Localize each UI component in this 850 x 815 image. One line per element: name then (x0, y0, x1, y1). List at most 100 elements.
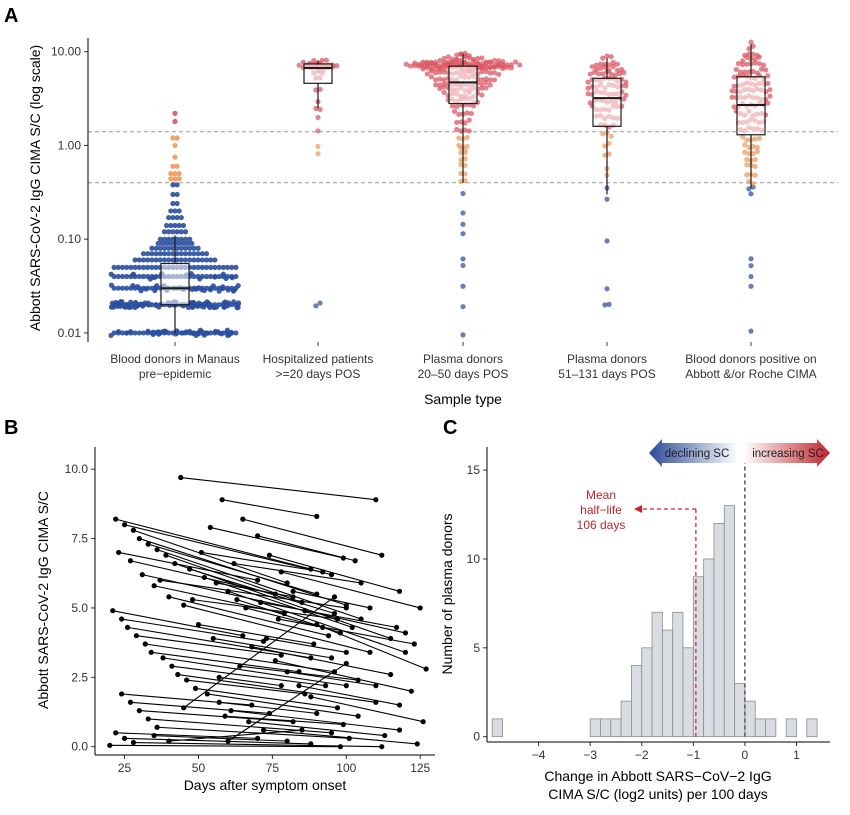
swarm-point (464, 134, 470, 141)
donor-line (148, 543, 317, 595)
swarm-point (195, 245, 201, 251)
swarm-point (585, 85, 591, 91)
swarm-point (199, 257, 205, 263)
swarm-point (149, 257, 155, 263)
histogram-bar (661, 629, 674, 738)
swarm-point (610, 59, 616, 66)
swarm-point (746, 186, 752, 192)
swarm-point (748, 263, 754, 269)
swarm-point (441, 77, 447, 83)
donor-line (151, 651, 300, 673)
swarm-point (731, 104, 737, 110)
swarm-point (602, 152, 608, 158)
swarm-point (224, 330, 230, 336)
donor-line (201, 551, 323, 573)
swarm-point (116, 300, 122, 306)
swarm-point (742, 69, 748, 75)
donor-line (180, 476, 376, 501)
swarm-point (765, 80, 771, 86)
donor-point (325, 633, 332, 639)
donor-line (248, 721, 385, 737)
donor-point (367, 605, 373, 611)
swarm-point (153, 302, 159, 308)
swarm-points (108, 39, 773, 339)
x-tick-label: 75 (266, 761, 280, 775)
donor-point (272, 658, 278, 664)
swarm-point (748, 283, 754, 289)
y-tick-label: 7.5 (71, 532, 88, 546)
swarm-point (187, 236, 193, 242)
histogram-bar (734, 682, 746, 738)
donor-point (299, 727, 305, 733)
swarm-point (161, 251, 168, 257)
swarm-point (602, 143, 608, 149)
donor-point (308, 694, 314, 700)
swarm-point (170, 200, 176, 207)
donor-point (337, 744, 343, 750)
swarm-point (224, 273, 231, 280)
swarm-point (111, 330, 117, 336)
swarm-point (201, 304, 207, 310)
swarm-point (166, 229, 172, 235)
donor-point (296, 683, 302, 689)
swarm-point (140, 264, 147, 270)
donor-line (157, 726, 350, 739)
swarm-point (208, 330, 214, 336)
donor-line (112, 610, 243, 637)
swarm-point (170, 257, 176, 263)
swarm-point (168, 171, 174, 177)
y-tick-label: 1.00 (58, 138, 82, 152)
donor-point (328, 730, 335, 736)
swarm-point (458, 178, 464, 185)
swarm-point (746, 51, 752, 57)
swarm-point (483, 79, 489, 86)
donor-line (115, 518, 311, 570)
swarm-point (763, 67, 769, 73)
swarm-point (479, 61, 485, 67)
donor-point (255, 577, 261, 583)
swarm-point (449, 56, 456, 62)
swarm-point (606, 140, 612, 147)
donor-point (266, 552, 273, 558)
x-tick-label: 50 (192, 761, 206, 775)
swarm-point (323, 57, 329, 63)
swarm-point (460, 283, 466, 289)
donor-point (423, 666, 429, 672)
swarm-point (334, 63, 340, 69)
donor-point (331, 594, 338, 600)
swarm-point (166, 245, 172, 251)
swarm-point (761, 62, 767, 68)
swarm-point (754, 70, 760, 76)
donor-point (181, 705, 187, 711)
swarm-point (752, 163, 758, 170)
swarm-point (145, 251, 151, 257)
swarm-point (132, 264, 138, 270)
swarm-point (170, 245, 176, 251)
histogram-bars (491, 505, 818, 738)
swarm-point (170, 135, 176, 141)
donor-point (225, 738, 231, 744)
swarm-point (462, 156, 468, 162)
swarm-point (174, 245, 180, 251)
donor-point (154, 724, 160, 730)
donor-point (414, 741, 420, 747)
swarm-point (135, 302, 141, 308)
donor-point (124, 624, 131, 630)
swarm-point (153, 245, 159, 251)
donor-line (287, 671, 376, 687)
histogram-bar (744, 700, 756, 738)
swarm-point (602, 61, 608, 67)
swarm-point (149, 264, 155, 270)
swarm-point (458, 51, 464, 57)
swarm-point (220, 302, 226, 308)
donor-point (166, 738, 172, 744)
donor-point (210, 635, 216, 642)
donor-line (281, 571, 421, 609)
donor-point (136, 708, 142, 714)
swarm-point (587, 100, 593, 106)
swarm-point (479, 85, 485, 91)
donor-point (272, 591, 278, 597)
swarm-point (157, 245, 163, 251)
donor-point (379, 744, 385, 750)
swarm-point (174, 135, 180, 141)
